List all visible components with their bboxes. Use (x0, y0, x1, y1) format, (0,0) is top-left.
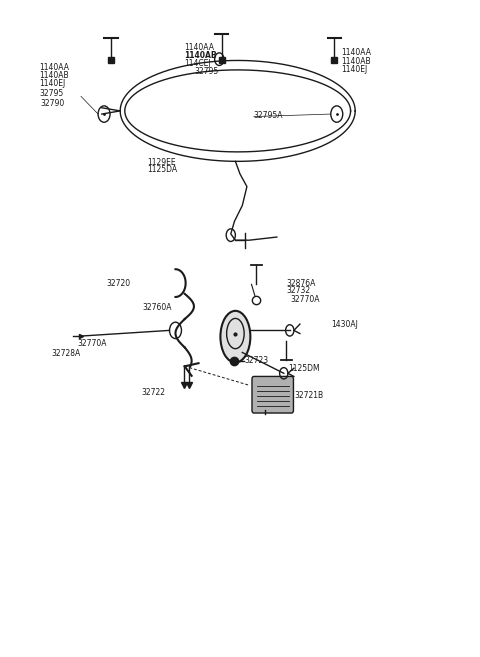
Text: 1140EJ: 1140EJ (341, 65, 368, 74)
Text: 1140EJ: 1140EJ (39, 79, 66, 88)
Text: 1129EE: 1129EE (147, 158, 176, 166)
Text: 32722: 32722 (141, 388, 165, 397)
FancyBboxPatch shape (252, 376, 293, 413)
Text: 32720: 32720 (107, 279, 131, 288)
Text: 1140AA: 1140AA (341, 49, 372, 57)
Text: 32732: 32732 (286, 286, 310, 295)
Text: 32721B: 32721B (294, 391, 324, 400)
Ellipse shape (220, 311, 251, 363)
Text: 32795A: 32795A (254, 112, 283, 120)
Text: 32770A: 32770A (291, 295, 320, 304)
Text: 1125DA: 1125DA (147, 165, 177, 174)
Text: 32790: 32790 (40, 99, 65, 108)
Text: 32723: 32723 (245, 356, 269, 365)
Text: 32728A: 32728A (51, 349, 80, 357)
Text: 1430AJ: 1430AJ (331, 320, 358, 329)
Text: 32795: 32795 (39, 89, 64, 99)
Text: 1140AB: 1140AB (341, 57, 371, 66)
Text: 32770A: 32770A (78, 338, 108, 348)
Text: 1125DM: 1125DM (288, 365, 320, 373)
Text: 1140AB: 1140AB (184, 51, 216, 60)
Text: 32876A: 32876A (286, 279, 315, 288)
Text: 1140AA: 1140AA (184, 43, 214, 52)
Text: 114CEJ: 114CEJ (184, 59, 210, 68)
Text: 32760A: 32760A (142, 303, 172, 311)
Text: 1140AA: 1140AA (39, 63, 70, 72)
Text: 32795: 32795 (194, 67, 218, 76)
Text: 1140AB: 1140AB (39, 71, 69, 80)
Ellipse shape (227, 319, 244, 349)
